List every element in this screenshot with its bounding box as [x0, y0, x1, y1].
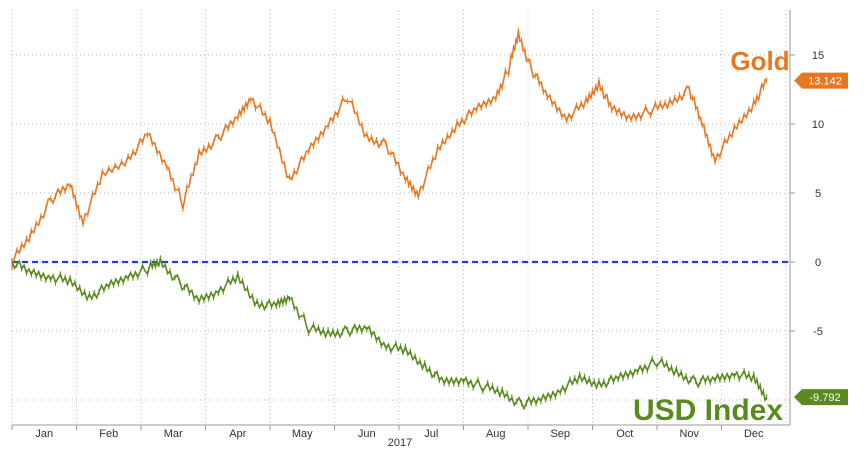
y-tick-label: -5 — [813, 326, 823, 338]
x-tick-label: Jul — [424, 428, 438, 440]
last-value-label: -9.792 — [809, 392, 840, 404]
x-tick-label: Dec — [744, 428, 764, 440]
x-tick-label: Apr — [229, 428, 246, 440]
x-ticks: Jan Feb Mar Apr May Jun Jul Aug Sep Oct Nov Dec — [11, 425, 764, 440]
x-tick-label: Aug — [486, 428, 506, 440]
x-tick-label: Oct — [616, 428, 633, 440]
y-tick-label: 0 — [815, 257, 821, 269]
last-value-label: 13.142 — [808, 76, 842, 88]
y-tick-label: 15 — [812, 50, 824, 62]
usd-index-last-value-badge: -9.792 — [794, 389, 848, 406]
x-tick-label: Sep — [550, 428, 570, 440]
series-group — [11, 27, 768, 411]
gold-series-label: Gold — [730, 46, 789, 76]
x-axis-label: 2017 — [388, 437, 412, 449]
y-tick-label: 10 — [812, 119, 824, 131]
x-tick-label: May — [292, 428, 313, 440]
x-tick-label: Mar — [164, 428, 183, 440]
badge-shape — [794, 72, 848, 89]
x-tick-label: Feb — [99, 428, 118, 440]
x-tick-label: Jan — [35, 428, 53, 440]
grid — [11, 10, 790, 425]
y-tick-label: 5 — [815, 188, 821, 200]
axes — [12, 10, 791, 426]
x-tick-label: Jun — [358, 428, 376, 440]
x-tick-label: Nov — [679, 428, 699, 440]
gold-last-value-badge: 13.142 — [794, 72, 848, 89]
y-ticks: 15 10 5 0 -5 — [790, 50, 824, 338]
last-value-badges: 13.142 -9.792 — [794, 72, 848, 406]
usd-index-series-label: USD Index — [633, 394, 783, 427]
badge-shape — [794, 389, 848, 406]
